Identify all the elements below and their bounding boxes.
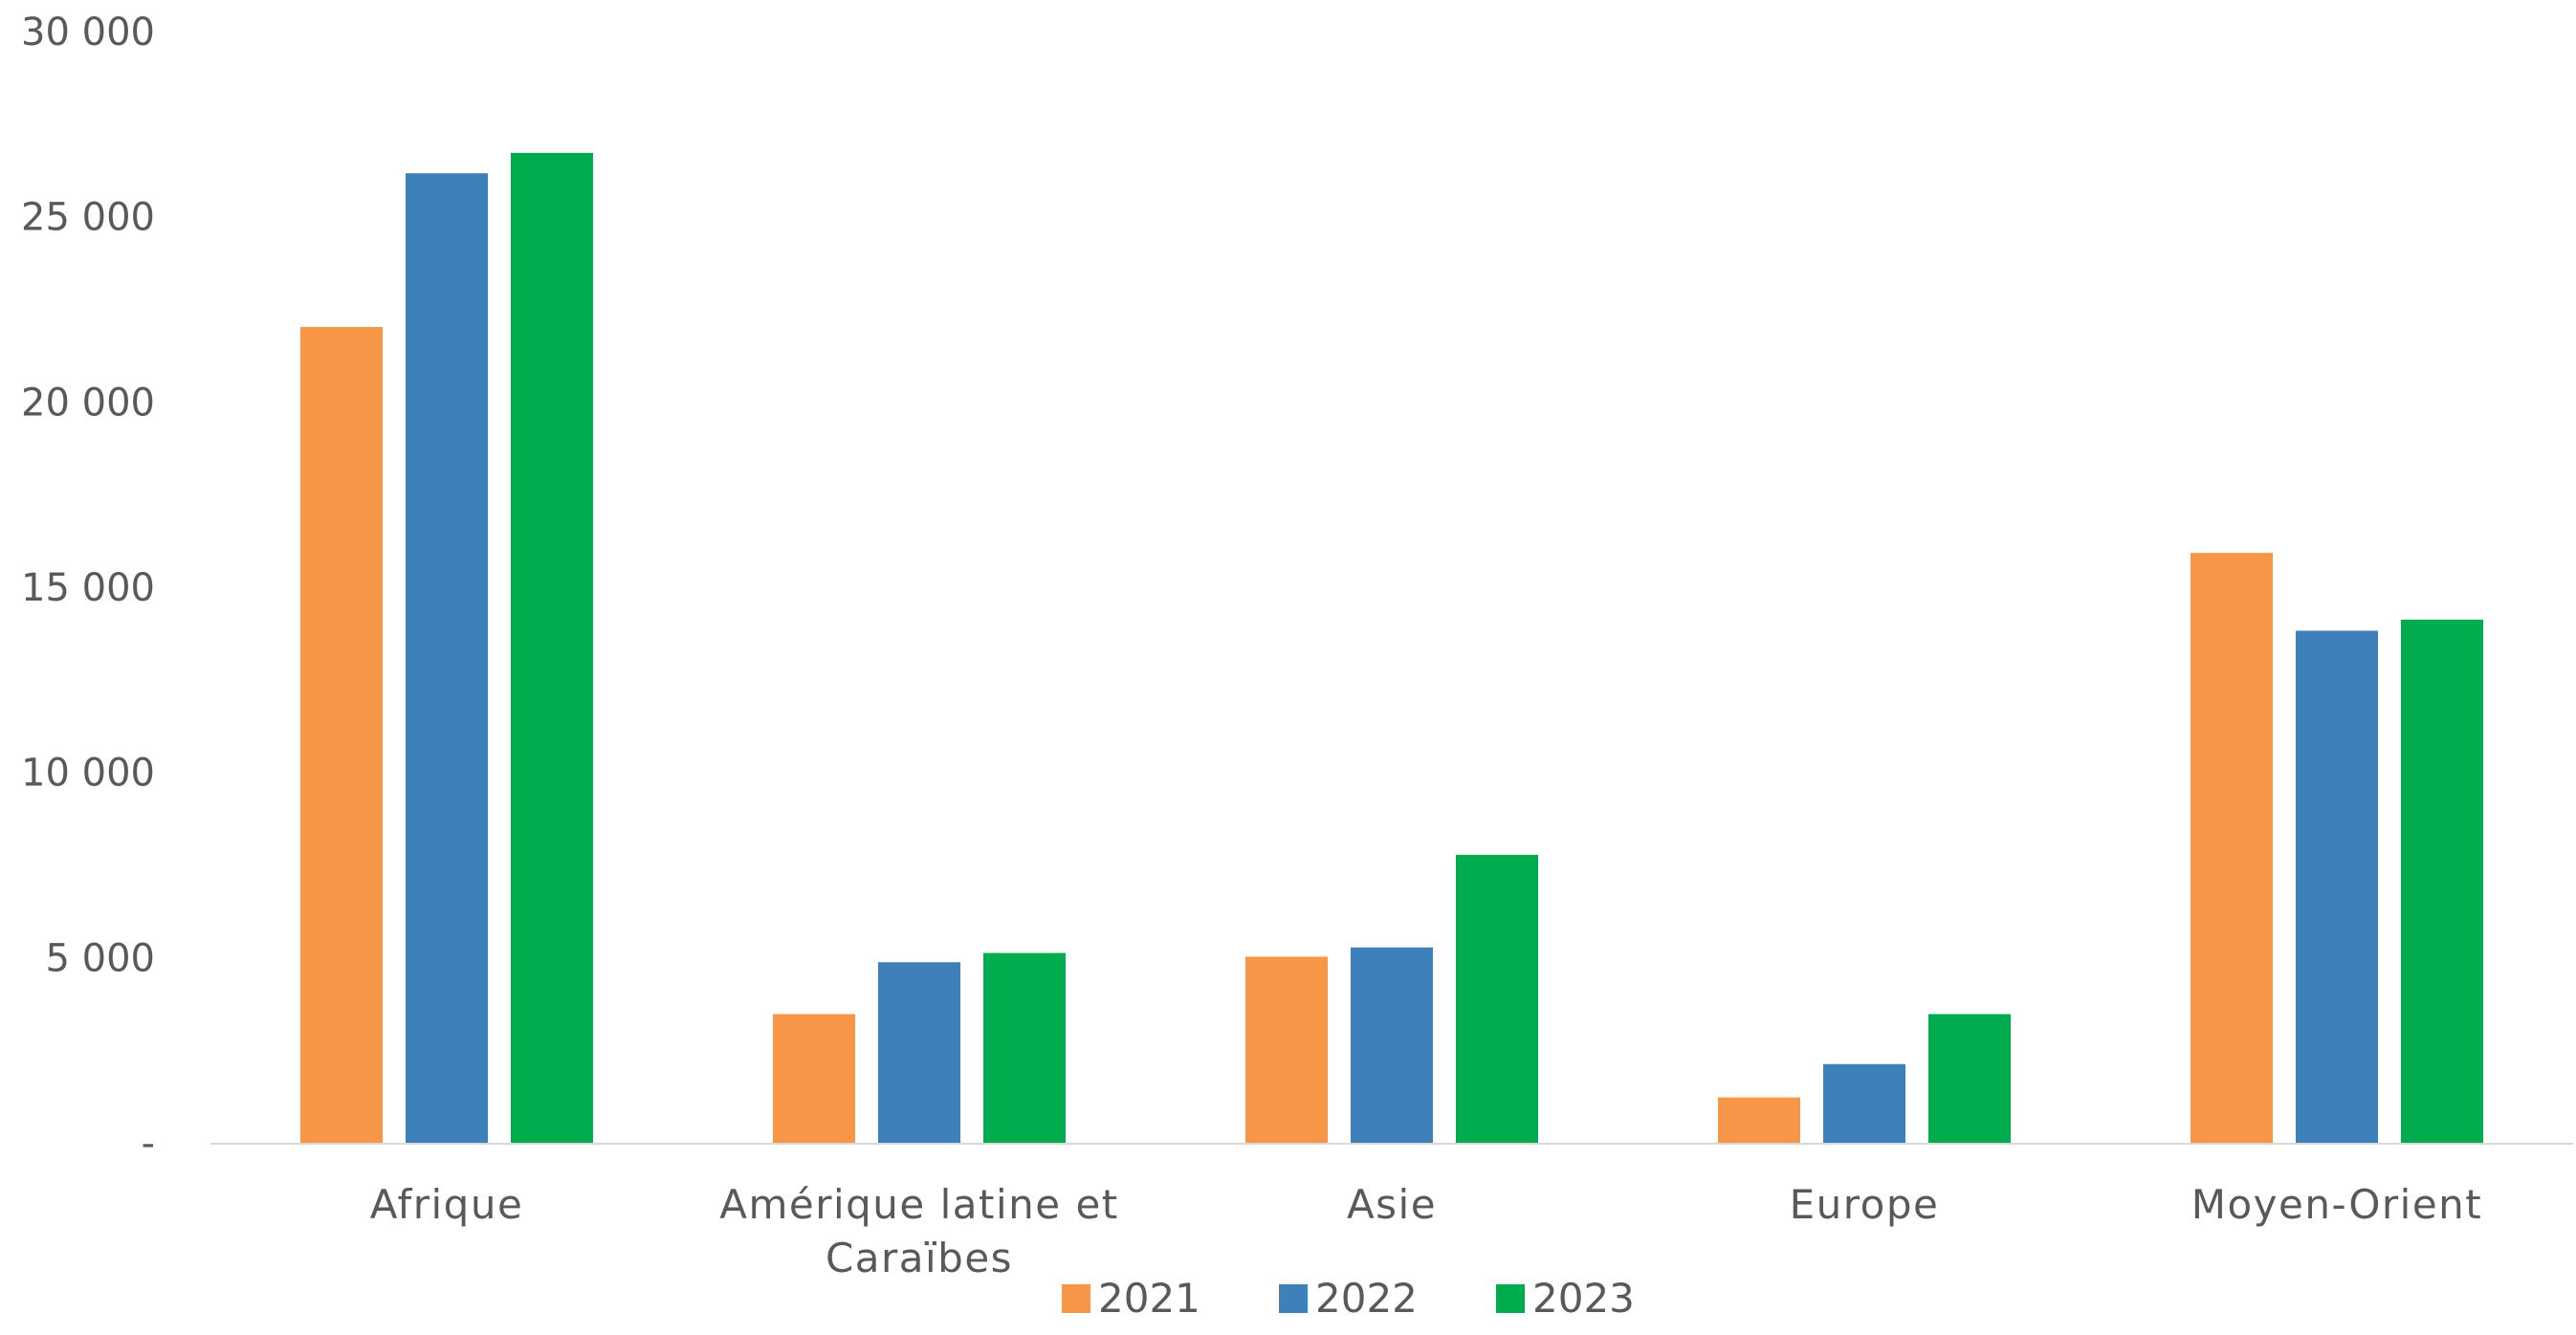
y-tick-label: 30 000: [21, 11, 155, 55]
legend-label: 2023: [1532, 1275, 1635, 1322]
bar-2022-asie: [1351, 947, 1433, 1144]
bar-2021-asie: [1245, 956, 1328, 1144]
bar-2023-moyen-orient: [2401, 619, 2483, 1144]
legend-swatch: [1496, 1284, 1525, 1313]
y-tick-label: 25 000: [21, 196, 155, 240]
x-tick-label: Afrique: [370, 1181, 524, 1228]
legend-label: 2022: [1315, 1275, 1418, 1322]
legend: 2021 2022 2023: [1062, 1275, 1635, 1322]
bar-2023-europe: [1928, 1014, 2011, 1144]
y-tick-label: 20 000: [21, 381, 155, 425]
bar-2022-europe: [1823, 1063, 1905, 1144]
x-tick-label: Europe: [1790, 1181, 1940, 1228]
y-axis: - 5 000 10 000 15 000 20 000 25 000 30 000: [21, 11, 155, 1166]
bar-2022-afrique: [406, 173, 488, 1145]
bar-2021-amérique-latine-et-caraïbes: [773, 1014, 855, 1144]
y-tick-label: -: [142, 1122, 155, 1166]
bars: [300, 152, 2483, 1145]
legend-label: 2021: [1098, 1275, 1200, 1322]
bar-2021-europe: [1718, 1097, 1800, 1144]
legend-swatch: [1279, 1284, 1308, 1313]
x-tick-label: Moyen-Orient: [2191, 1181, 2483, 1228]
bar-2022-moyen-orient: [2296, 630, 2378, 1144]
y-tick-label: 10 000: [21, 752, 155, 796]
legend-swatch: [1062, 1284, 1090, 1313]
x-tick-label: Amérique latine et Caraïbes: [719, 1181, 1119, 1281]
bar-2021-afrique: [300, 326, 383, 1144]
bar-2021-moyen-orient: [2191, 553, 2273, 1144]
bar-2022-amérique-latine-et-caraïbes: [878, 962, 960, 1144]
bar-2023-asie: [1456, 854, 1538, 1144]
bar-2023-afrique: [511, 152, 593, 1145]
bar-2023-amérique-latine-et-caraïbes: [983, 952, 1066, 1144]
x-axis: Afrique Amérique latine et Caraïbes Asie Eur…: [210, 1143, 2573, 1281]
y-tick-label: 15 000: [21, 566, 155, 610]
x-tick-label: Asie: [1347, 1181, 1437, 1228]
y-tick-label: 5 000: [45, 936, 155, 980]
